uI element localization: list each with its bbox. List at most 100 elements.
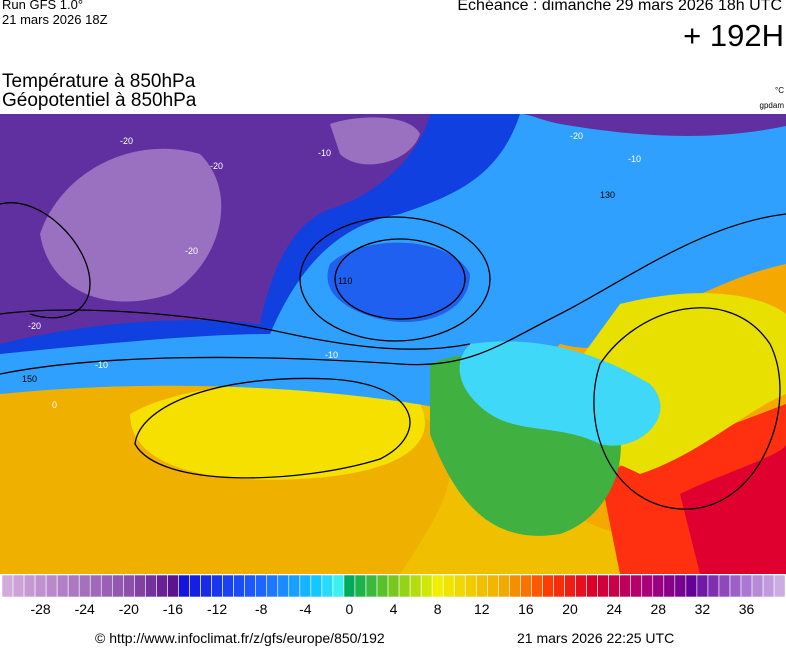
colorbar-tick-label: 36: [739, 601, 755, 614]
title-temperature: Température à 850hPa: [2, 71, 196, 92]
colorbar-tick-label: 20: [562, 601, 578, 614]
hot-field: [680, 444, 786, 574]
run-date: 21 mars 2026 18Z: [2, 12, 108, 27]
contour-label: -10: [95, 360, 108, 370]
colorbar-tick-label: -24: [75, 601, 95, 614]
colorbar-swatch: [376, 574, 389, 598]
colorbar-swatch: [608, 574, 620, 598]
colorbar-swatch: [553, 574, 565, 598]
colorbar-swatch: [751, 574, 764, 598]
colorbar-swatch: [619, 574, 632, 598]
colorbar-tick-label: 28: [650, 601, 666, 614]
contour-label: -20: [570, 131, 583, 141]
colorbar-swatch: [266, 574, 279, 598]
contour-label: -20: [120, 136, 133, 146]
colorbar-swatch: [189, 574, 201, 598]
colorbar-swatch: [178, 574, 190, 598]
contour: [0, 309, 471, 350]
contour-label: 130: [600, 190, 615, 200]
colorbar-swatch: [387, 574, 400, 598]
unit-geo: gpdam: [759, 101, 784, 110]
colorbar-swatch: [332, 574, 345, 598]
map: -20 -20 -20 -10 -20 -20 -10 130 110 150 …: [0, 114, 786, 574]
colorbar-swatch: [442, 574, 455, 598]
colorbar-swatch: [23, 574, 36, 598]
colorbar-tick-label: 24: [606, 601, 622, 614]
colorbar-swatch: [509, 574, 521, 598]
colorbar-swatch: [233, 574, 245, 598]
colorbar-tick-label: -16: [163, 601, 183, 614]
colorbar-tick-label: 12: [474, 601, 490, 614]
colorbar-swatch: [156, 574, 168, 598]
colorbar-swatch: [299, 574, 312, 598]
title-geopotential: Géopotentiel à 850hPa: [2, 90, 197, 111]
lavender-field: [330, 117, 420, 165]
colorbar-swatch: [167, 574, 179, 598]
contour: [593, 307, 781, 510]
colorbar-tick-label: 8: [434, 601, 442, 614]
colorbar-swatch: [531, 574, 543, 598]
colorbar-swatch: [542, 574, 554, 598]
colorbar-tick-label: -8: [255, 601, 268, 614]
contour: [0, 202, 91, 319]
colorbar-swatch: [409, 574, 422, 598]
colorbar-swatch: [89, 574, 102, 598]
colorbar-swatch: [321, 574, 334, 598]
colorbar-swatch: [685, 574, 698, 598]
colorbar-swatch: [288, 574, 301, 598]
colorbar-swatch: [45, 574, 58, 598]
colorbar-swatch: [464, 574, 477, 598]
lavender-field: [40, 148, 222, 302]
unit-temp: °C: [775, 86, 784, 95]
colorbar-swatch: [200, 574, 212, 598]
colorbar-swatch: [487, 574, 499, 598]
colorbar-tick-label: -20: [119, 601, 139, 614]
colorbar-tick-label: 32: [695, 601, 711, 614]
contour-label: -20: [185, 246, 198, 256]
contour: [299, 216, 491, 342]
colorbar-swatch: [56, 574, 69, 598]
purple-field: [0, 114, 786, 136]
colorbar-swatch: [343, 574, 356, 598]
contour-label: -10: [325, 350, 338, 360]
colorbar-tick-label: -12: [207, 601, 227, 614]
colorbar-swatch: [112, 574, 124, 598]
lead-time: + 192H: [683, 18, 784, 53]
footer-source: © http://www.infoclimat.fr/z/gfs/europe/…: [95, 630, 385, 646]
colorbar-swatch: [134, 574, 146, 598]
contour-label: -10: [628, 154, 641, 164]
colorbar-swatch: [1, 574, 14, 598]
colorbar-swatch: [674, 574, 687, 598]
contour: [334, 238, 466, 320]
colorbar-swatch: [420, 574, 433, 598]
contour-label: -20: [210, 161, 223, 171]
yellow-field: [130, 382, 425, 480]
geopotential-contours: [0, 202, 786, 510]
colorbar-swatch: [277, 574, 290, 598]
colorbar-swatch: [652, 574, 665, 598]
colorbar-tick-label: 4: [390, 601, 398, 614]
colorbar-swatch: [354, 574, 367, 598]
colorbar-swatch: [211, 574, 223, 598]
colorbar-swatch: [630, 574, 643, 598]
contour-label: 0: [52, 400, 57, 410]
colorbar-tick-label: 0: [346, 601, 354, 614]
colorbar-swatch: [641, 574, 654, 598]
footer-generated: 21 mars 2026 22:25 UTC: [517, 630, 675, 646]
colorbar-swatch: [453, 574, 466, 598]
colorbar-tick-label: -4: [299, 601, 312, 614]
colorbar-swatch: [222, 574, 234, 598]
forecast-time: Echéance : dimanche 29 mars 2026 18h UTC: [457, 0, 782, 14]
contour: [0, 213, 786, 375]
colorbar-swatch: [520, 574, 532, 598]
colorbar-swatch: [773, 574, 786, 598]
contour-label: -20: [28, 321, 41, 331]
cyan-field: [459, 341, 661, 446]
colorbar-swatch: [255, 574, 268, 598]
colorbar-swatch: [740, 574, 753, 598]
colorbar-swatch: [718, 574, 731, 598]
colorbar-tick-label: -28: [30, 601, 50, 614]
contour-label: 150: [22, 374, 37, 384]
colorbar-swatch: [78, 574, 91, 598]
colorbar-swatch: [123, 574, 135, 598]
